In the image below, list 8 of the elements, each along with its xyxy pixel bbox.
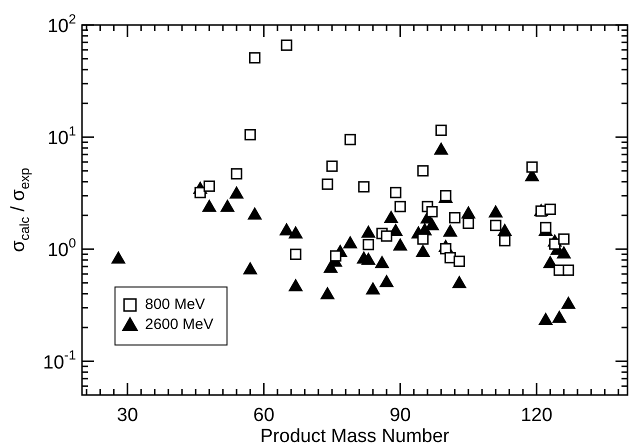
legend-label: 800 MeV [145, 296, 206, 314]
x-tick-label: 90 [390, 405, 411, 426]
legend-label: 2600 MeV [145, 316, 214, 334]
y-axis-title: σcalc / σexp [8, 168, 32, 252]
x-axis-title: Product Mass Number [260, 426, 450, 446]
x-tick-label: 60 [253, 405, 274, 426]
x-tick-label: 30 [116, 405, 138, 426]
x-tick-label: 120 [520, 405, 552, 426]
